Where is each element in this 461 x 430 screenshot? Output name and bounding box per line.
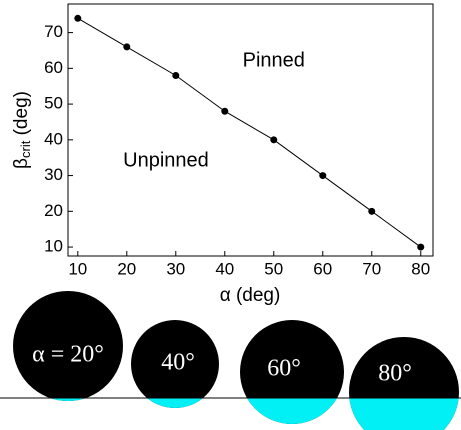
droplet-label: 40° bbox=[161, 350, 195, 376]
droplet-label: 60° bbox=[267, 356, 301, 382]
data-point bbox=[123, 43, 130, 50]
data-point bbox=[74, 15, 81, 22]
y-tick-label: 20 bbox=[44, 201, 63, 220]
annotation: Pinned bbox=[243, 49, 305, 71]
y-tick-label: 10 bbox=[44, 237, 63, 256]
droplet: 40° bbox=[131, 320, 219, 408]
y-label-main: β bbox=[11, 158, 32, 169]
y-label-sub: crit bbox=[18, 140, 33, 158]
droplet: 80° bbox=[349, 337, 459, 430]
data-point bbox=[417, 244, 424, 251]
droplet: α = 20° bbox=[13, 291, 123, 401]
x-tick-label: 20 bbox=[117, 259, 136, 278]
data-point bbox=[172, 72, 179, 79]
y-label-unit: (deg) bbox=[11, 91, 32, 141]
droplet-label: α = 20° bbox=[32, 342, 104, 368]
y-tick-label: 50 bbox=[44, 94, 63, 113]
annotation: Unpinned bbox=[123, 150, 209, 172]
x-axis-label: α (deg) bbox=[220, 285, 281, 306]
y-tick-label: 40 bbox=[44, 129, 63, 148]
y-axis-label: βcrit (deg) bbox=[11, 91, 33, 169]
figure: α (deg) βcrit (deg) α = 20° 40° 60° 80° … bbox=[0, 0, 461, 430]
x-tick-label: 80 bbox=[411, 259, 430, 278]
x-tick-label: 60 bbox=[313, 259, 332, 278]
data-point bbox=[270, 136, 277, 143]
data-point bbox=[319, 172, 326, 179]
x-tick-label: 10 bbox=[68, 259, 87, 278]
x-tick-label: 30 bbox=[166, 259, 185, 278]
plot-frame bbox=[68, 4, 433, 256]
droplet-label: 80° bbox=[378, 361, 412, 387]
x-tick-label: 50 bbox=[264, 259, 283, 278]
data-point bbox=[221, 108, 228, 115]
data-point bbox=[368, 208, 375, 215]
x-tick-label: 40 bbox=[215, 259, 234, 278]
y-tick-label: 30 bbox=[44, 165, 63, 184]
y-tick-label: 60 bbox=[44, 58, 63, 77]
y-tick-label: 70 bbox=[44, 22, 63, 41]
droplet: 60° bbox=[240, 320, 344, 424]
x-tick-label: 70 bbox=[362, 259, 381, 278]
